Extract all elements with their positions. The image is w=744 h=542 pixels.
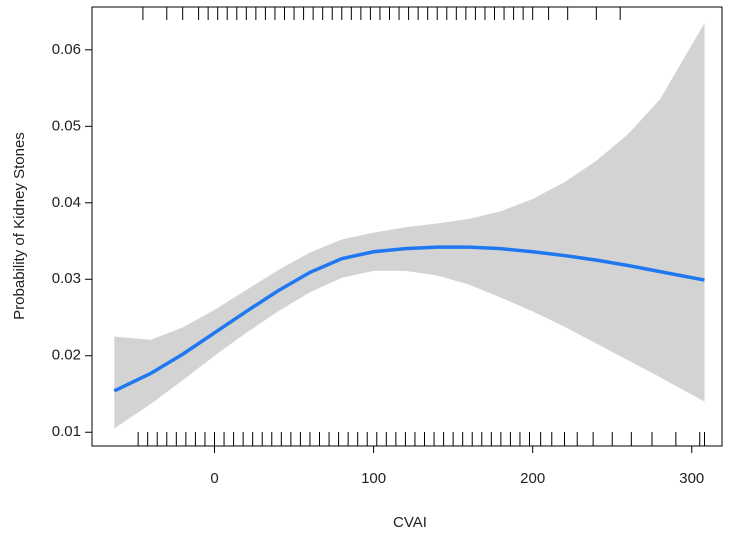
y-tick-label: 0.06 xyxy=(52,41,81,58)
line xyxy=(113,245,705,393)
y-tick-label: 0.05 xyxy=(52,117,81,134)
x-tick-label: 200 xyxy=(520,470,545,487)
x-tick-label: 100 xyxy=(361,470,386,487)
y-tick-label: 0.03 xyxy=(52,270,81,287)
y-tick-label: 0.01 xyxy=(52,423,81,440)
y-tick-label: 0.04 xyxy=(52,194,81,211)
plot-frame xyxy=(91,6,723,447)
confidence-band xyxy=(114,23,705,429)
x-axis-label: CVAI xyxy=(393,514,427,531)
y-axis-label: Probability of Kidney Stones xyxy=(11,132,28,320)
x-tick-label: 0 xyxy=(210,470,218,487)
x-tick-label: 300 xyxy=(679,470,704,487)
y-tick-label: 0.02 xyxy=(52,347,81,364)
